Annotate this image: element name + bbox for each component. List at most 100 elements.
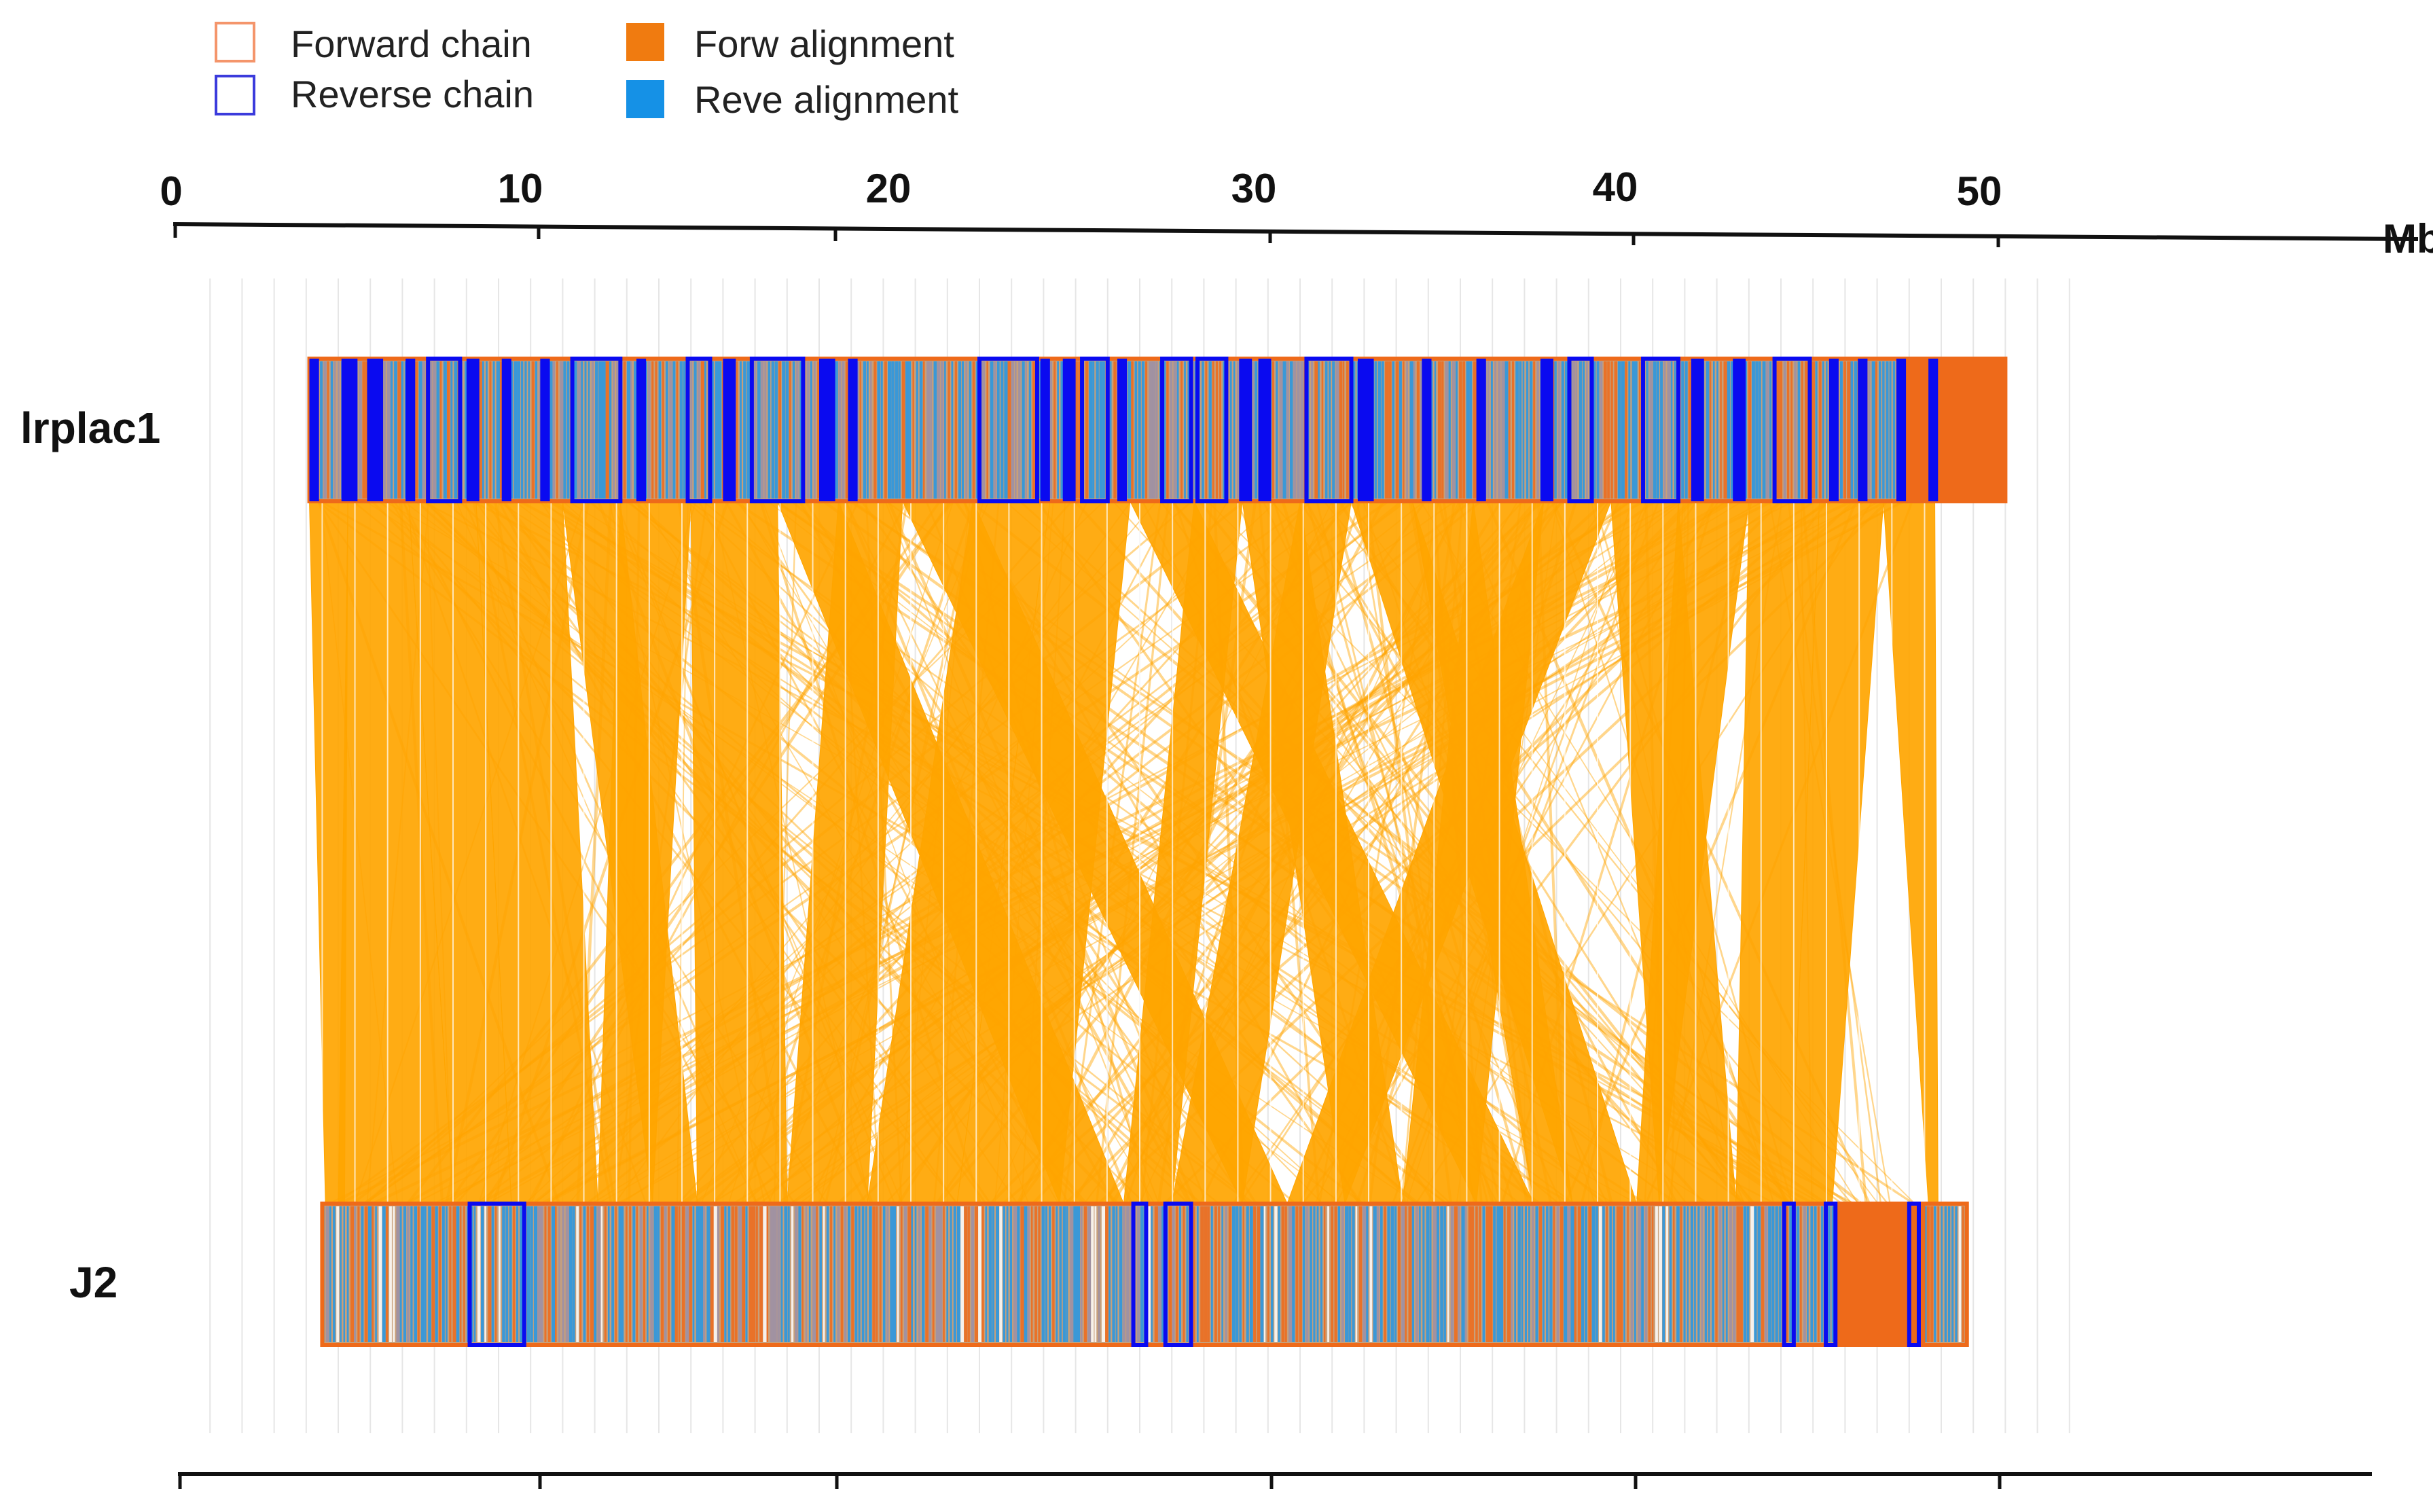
alignment-stripe xyxy=(1204,1206,1208,1342)
synteny-link-thin xyxy=(789,501,1684,1204)
alignment-stripe xyxy=(1205,361,1208,499)
synteny-link-thin xyxy=(406,500,954,1205)
alignment-stripe xyxy=(332,1206,336,1342)
alignment-stripe xyxy=(756,1206,758,1342)
alignment-stripe xyxy=(932,1206,935,1342)
alignment-stripe xyxy=(872,1206,876,1342)
alignment-stripe xyxy=(494,1206,497,1342)
alignment-stripe xyxy=(1850,361,1854,499)
synteny-link-thin xyxy=(1314,501,1647,1204)
alignment-stripe xyxy=(1606,1206,1608,1342)
alignment-stripe xyxy=(1875,361,1877,499)
synteny-link-thin xyxy=(548,500,1646,1205)
alignment-stripe xyxy=(1208,361,1212,499)
alignment-stripe xyxy=(1464,1206,1467,1342)
alignment-stripe xyxy=(1501,361,1505,499)
alignment-stripe xyxy=(798,1206,801,1342)
alignment-stripe xyxy=(837,1206,840,1342)
alignment-stripe xyxy=(1498,361,1501,499)
alignment-stripe xyxy=(812,1206,816,1342)
alignment-stripe xyxy=(1582,361,1585,499)
alignment-stripe xyxy=(1868,361,1871,499)
reverse-chain-block xyxy=(1160,357,1193,503)
alignment-stripe xyxy=(954,361,958,499)
reverse-chain-block xyxy=(426,357,463,503)
synteny-link-thin xyxy=(1021,501,1066,1204)
synteny-link-thin xyxy=(1348,501,1879,1204)
synteny-link-thin xyxy=(1113,501,1746,1204)
alignment-stripe xyxy=(1083,1206,1087,1342)
alignment-stripe xyxy=(1882,361,1885,499)
alignment-stripe xyxy=(1355,1206,1358,1342)
alignment-stripe xyxy=(499,361,503,499)
alignment-stripe xyxy=(858,1206,861,1342)
alignment-stripe xyxy=(1595,1206,1598,1342)
alignment-stripe xyxy=(697,361,701,499)
alignment-stripe xyxy=(962,361,965,499)
alignment-stripe xyxy=(505,1206,509,1342)
alignment-stripe xyxy=(1353,361,1356,499)
synteny-link-thin xyxy=(530,501,859,1204)
synteny-link-thin xyxy=(390,501,828,1204)
alignment-stripe xyxy=(1272,361,1274,499)
synteny-link-thin xyxy=(791,500,1606,1205)
synteny-link-thin xyxy=(365,501,1418,1204)
alignment-stripe xyxy=(865,1206,867,1342)
alignment-stripe xyxy=(727,1206,731,1342)
alignment-stripe xyxy=(1581,1206,1585,1342)
alignment-stripe xyxy=(816,1206,818,1342)
alignment-stripe xyxy=(394,361,397,499)
alignment-stripe xyxy=(745,1206,748,1342)
alignment-stripe xyxy=(1395,361,1399,499)
synteny-link-thin xyxy=(851,500,1850,1205)
synteny-link-thin xyxy=(711,501,871,1204)
alignment-stripe xyxy=(630,361,632,499)
synteny-link-thin xyxy=(1337,500,1790,1205)
alignment-stripe xyxy=(1814,1206,1817,1342)
alignment-stripe xyxy=(1489,1206,1493,1342)
alignment-stripe xyxy=(696,1206,700,1342)
alignment-stripe xyxy=(914,1206,917,1342)
alignment-stripe xyxy=(1508,361,1511,499)
synteny-link-thin xyxy=(403,501,647,1204)
alignment-stripe xyxy=(1092,361,1095,499)
alignment-stripe xyxy=(1653,361,1657,499)
alignment-stripe xyxy=(647,1206,649,1342)
alignment-stripe xyxy=(513,361,518,499)
alignment-stripe xyxy=(1305,1206,1309,1342)
alignment-stripe xyxy=(486,361,488,499)
alignment-stripe xyxy=(1765,361,1769,499)
synteny-link-thin xyxy=(405,500,1644,1205)
alignment-stripe xyxy=(940,361,944,499)
synteny-link-thin xyxy=(491,501,729,1204)
alignment-stripe xyxy=(1091,1206,1094,1342)
alignment-stripe xyxy=(591,361,594,499)
alignment-stripe xyxy=(1614,361,1618,499)
reverse-chain-block xyxy=(1422,359,1432,501)
alignment-stripe xyxy=(1490,361,1493,499)
alignment-stripe xyxy=(478,361,482,499)
alignment-stripe xyxy=(560,361,564,499)
alignment-stripe xyxy=(382,1206,386,1342)
alignment-stripe xyxy=(1175,1206,1178,1342)
alignment-stripe xyxy=(1843,361,1847,499)
alignment-stripe xyxy=(1708,1206,1710,1342)
alignment-stripe xyxy=(1500,1206,1504,1342)
synteny-link-thin xyxy=(791,500,1862,1205)
alignment-stripe xyxy=(327,361,329,499)
alignment-stripe xyxy=(1554,361,1557,499)
alignment-stripe xyxy=(1602,1206,1605,1342)
alignment-stripe xyxy=(830,1206,833,1342)
alignment-stripe xyxy=(1278,1206,1280,1342)
alignment-stripe xyxy=(1276,361,1278,499)
axis-unit-label: Mb xyxy=(2383,216,2433,262)
alignment-stripe xyxy=(1157,1206,1161,1342)
alignment-stripe xyxy=(845,361,848,499)
synteny-link-thin xyxy=(1667,501,1783,1204)
alignment-stripe xyxy=(1533,361,1536,499)
alignment-stripe xyxy=(999,1206,1003,1342)
alignment-stripe xyxy=(1229,361,1232,499)
alignment-stripe xyxy=(583,1206,586,1342)
alignment-stripe xyxy=(1409,361,1413,499)
alignment-stripe xyxy=(996,1206,999,1342)
